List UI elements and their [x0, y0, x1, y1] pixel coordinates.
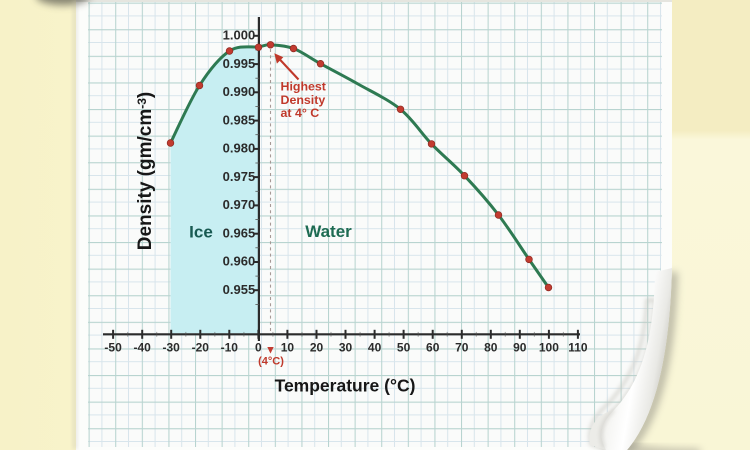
- svg-text:Highest: Highest: [281, 80, 326, 94]
- svg-text:0.980: 0.980: [223, 141, 256, 156]
- svg-text:Temperature (°C): Temperature (°C): [275, 376, 416, 396]
- svg-text:0.965: 0.965: [223, 225, 256, 240]
- svg-text:100: 100: [539, 341, 559, 355]
- svg-text:0.960: 0.960: [223, 254, 256, 269]
- svg-text:0: 0: [255, 341, 262, 355]
- svg-text:0.985: 0.985: [223, 112, 256, 127]
- svg-text:0.990: 0.990: [223, 84, 256, 99]
- svg-text:20: 20: [310, 341, 324, 355]
- svg-text:60: 60: [426, 341, 440, 355]
- svg-text:-40: -40: [134, 341, 152, 355]
- svg-text:Ice: Ice: [189, 222, 213, 241]
- svg-text:Density (gm/cm-3): Density (gm/cm-3): [135, 92, 156, 250]
- svg-text:-30: -30: [163, 341, 181, 355]
- svg-text:110: 110: [568, 341, 588, 355]
- svg-text:-20: -20: [192, 341, 210, 355]
- svg-text:30: 30: [339, 341, 353, 355]
- svg-text:Water: Water: [305, 222, 352, 241]
- svg-text:0.975: 0.975: [223, 169, 256, 184]
- svg-text:80: 80: [484, 341, 498, 355]
- svg-text:1.000: 1.000: [223, 28, 256, 43]
- svg-text:(4°C): (4°C): [258, 356, 284, 368]
- svg-text:70: 70: [455, 341, 469, 355]
- svg-text:-10: -10: [221, 341, 239, 355]
- svg-text:10: 10: [281, 341, 295, 355]
- svg-text:90: 90: [513, 341, 527, 355]
- svg-text:0.970: 0.970: [223, 197, 256, 212]
- svg-text:at 4° C: at 4° C: [281, 106, 320, 120]
- svg-text:50: 50: [397, 341, 411, 355]
- svg-text:40: 40: [368, 341, 382, 355]
- svg-text:0.955: 0.955: [223, 282, 256, 297]
- svg-text:Density: Density: [281, 93, 326, 107]
- svg-text:-50: -50: [104, 341, 122, 355]
- svg-text:0.995: 0.995: [223, 56, 256, 71]
